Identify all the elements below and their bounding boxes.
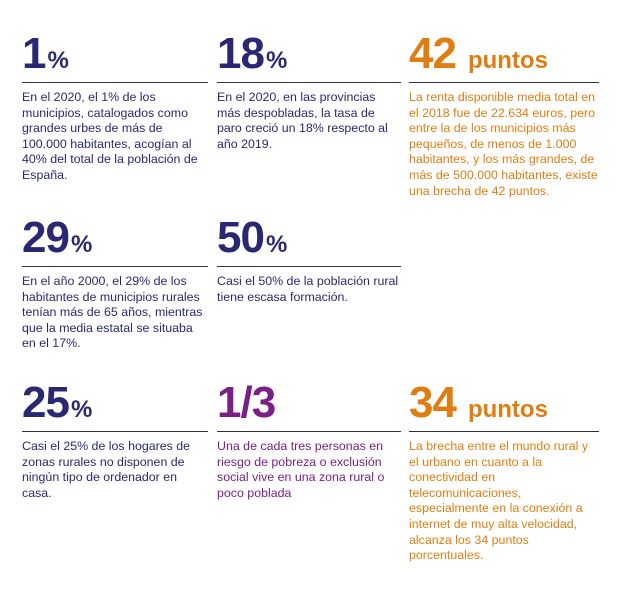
divider (217, 431, 401, 432)
stat-unit: % (47, 47, 69, 74)
stat-figure: 1 % (22, 32, 208, 76)
stat-description: La brecha entre el mundo rural y el urba… (409, 439, 589, 563)
divider (217, 82, 401, 83)
stat-number: 18 (217, 29, 265, 78)
stat-figure: 1/3 (217, 381, 401, 425)
stat-figure: 34 puntos (409, 381, 599, 425)
stat-description: En el año 2000, el 29% de los habitantes… (22, 274, 203, 351)
stat-one-third: 1/3 Una de cada tres personas en riesgo … (217, 381, 401, 501)
stat-figure: 18 % (217, 32, 401, 76)
divider (22, 82, 208, 83)
stat-unit: % (265, 231, 288, 258)
stat-18-percent: 18 % En el 2020, en las provincias más d… (217, 32, 401, 152)
stat-description: Una de cada tres personas en riesgo de p… (217, 439, 385, 500)
stat-description: La renta disponible media total en el 20… (409, 90, 598, 198)
stat-number: 29 (22, 213, 70, 262)
stat-50-percent: 50 % Casi el 50% de la población rural t… (217, 216, 401, 305)
stat-figure: 25 % (22, 381, 208, 425)
stat-25-percent: 25 % Casi el 25% de los hogares de zonas… (22, 381, 208, 501)
stat-number: 34 (409, 378, 457, 427)
divider (409, 431, 599, 432)
stat-figure: 42 puntos (409, 32, 599, 76)
stat-42-puntos: 42 puntos La renta disponible media tota… (409, 32, 599, 199)
stat-unit: puntos (467, 47, 548, 74)
stat-description: En el 2020, en las provincias más despob… (217, 90, 388, 151)
stat-1-percent: 1 % En el 2020, el 1% de los municipios,… (22, 32, 208, 184)
divider (217, 266, 401, 267)
stat-number: 25 (22, 378, 70, 427)
stat-figure: 50 % (217, 216, 401, 260)
divider (22, 431, 208, 432)
stat-number: 50 (217, 213, 265, 262)
stat-unit: % (265, 47, 288, 74)
stat-29-percent: 29 % En el año 2000, el 29% de los habit… (22, 216, 208, 352)
divider (22, 266, 208, 267)
stat-34-puntos: 34 puntos La brecha entre el mundo rural… (409, 381, 599, 564)
stat-description: En el 2020, el 1% de los municipios, cat… (22, 90, 198, 182)
stat-unit: puntos (467, 396, 548, 423)
stat-unit: % (70, 231, 93, 258)
stat-figure: 29 % (22, 216, 208, 260)
stat-unit: % (70, 396, 93, 423)
stat-description: Casi el 25% de los hogares de zonas rura… (22, 439, 191, 500)
stat-description: Casi el 50% de la población rural tiene … (217, 274, 399, 304)
stat-number: 42 (409, 29, 457, 78)
stat-number: 1 (22, 29, 47, 78)
divider (409, 82, 599, 83)
stat-number: 1/3 (217, 378, 276, 427)
